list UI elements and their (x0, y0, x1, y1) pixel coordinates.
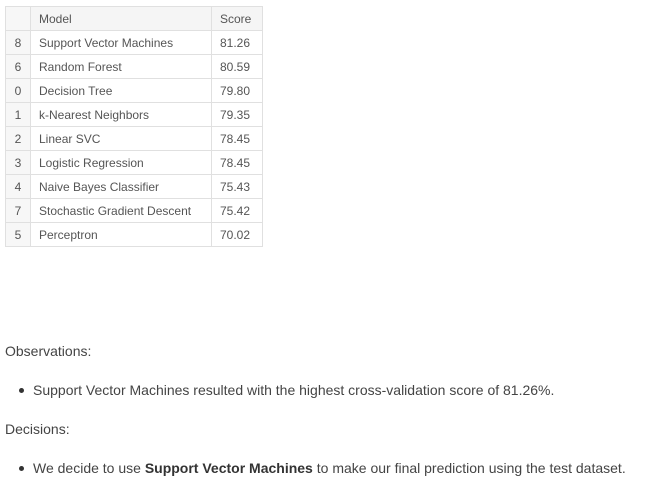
row-index: 6 (5, 54, 31, 79)
table-row: 2 Linear SVC 78.45 (5, 126, 263, 151)
row-index: 2 (5, 126, 31, 151)
model-column-header: Model (30, 6, 212, 31)
row-index: 3 (5, 150, 31, 175)
decision-model-name: Support Vector Machines (144, 460, 313, 476)
score-column-header: Score (211, 6, 263, 31)
table-row: 6 Random Forest 80.59 (5, 54, 263, 79)
list-item: Support Vector Machines resulted with th… (0, 382, 554, 398)
observations-list: Support Vector Machines resulted with th… (0, 382, 554, 398)
table-row: 5 Perceptron 70.02 (5, 222, 263, 247)
observation-text: Support Vector Machines resulted with th… (33, 382, 555, 398)
table-header-row: Model Score (5, 6, 263, 31)
model-name-cell: k-Nearest Neighbors (30, 102, 212, 127)
model-name-cell: Perceptron (30, 222, 212, 247)
model-name-cell: Linear SVC (30, 126, 212, 151)
score-cell: 70.02 (211, 222, 263, 247)
index-column-header (5, 6, 31, 31)
score-cell: 79.80 (211, 78, 263, 103)
model-name-cell: Naive Bayes Classifier (30, 174, 212, 199)
row-index: 1 (5, 102, 31, 127)
table-row: 3 Logistic Regression 78.45 (5, 150, 263, 175)
model-name-cell: Random Forest (30, 54, 212, 79)
decisions-list: We decide to use Support Vector Machines… (0, 460, 626, 476)
results-table: Model Score 8 Support Vector Machines 81… (5, 6, 263, 247)
model-name-cell: Stochastic Gradient Descent (30, 198, 212, 223)
score-cell: 75.42 (211, 198, 263, 223)
table-row: 1 k-Nearest Neighbors 79.35 (5, 102, 263, 127)
score-cell: 78.45 (211, 126, 263, 151)
model-name-cell: Decision Tree (30, 78, 212, 103)
table-row: 0 Decision Tree 79.80 (5, 78, 263, 103)
list-item: We decide to use Support Vector Machines… (0, 460, 626, 476)
score-cell: 78.45 (211, 150, 263, 175)
table-row: 7 Stochastic Gradient Descent 75.42 (5, 198, 263, 223)
row-index: 0 (5, 78, 31, 103)
score-cell: 80.59 (211, 54, 263, 79)
decision-text-prefix: We decide to use (33, 460, 145, 476)
score-cell: 79.35 (211, 102, 263, 127)
model-name-cell: Logistic Regression (30, 150, 212, 175)
row-index: 4 (5, 174, 31, 199)
table-row: 4 Naive Bayes Classifier 75.43 (5, 174, 263, 199)
table-row: 8 Support Vector Machines 81.26 (5, 30, 263, 55)
row-index: 5 (5, 222, 31, 247)
bullet-icon (19, 388, 24, 393)
decision-text-suffix: to make our final prediction using the t… (312, 460, 626, 476)
decisions-heading: Decisions: (5, 421, 70, 437)
bullet-icon (19, 466, 24, 471)
row-index: 7 (5, 198, 31, 223)
score-cell: 75.43 (211, 174, 263, 199)
score-cell: 81.26 (211, 30, 263, 55)
model-name-cell: Support Vector Machines (30, 30, 212, 55)
observations-heading: Observations: (5, 343, 92, 359)
row-index: 8 (5, 30, 31, 55)
